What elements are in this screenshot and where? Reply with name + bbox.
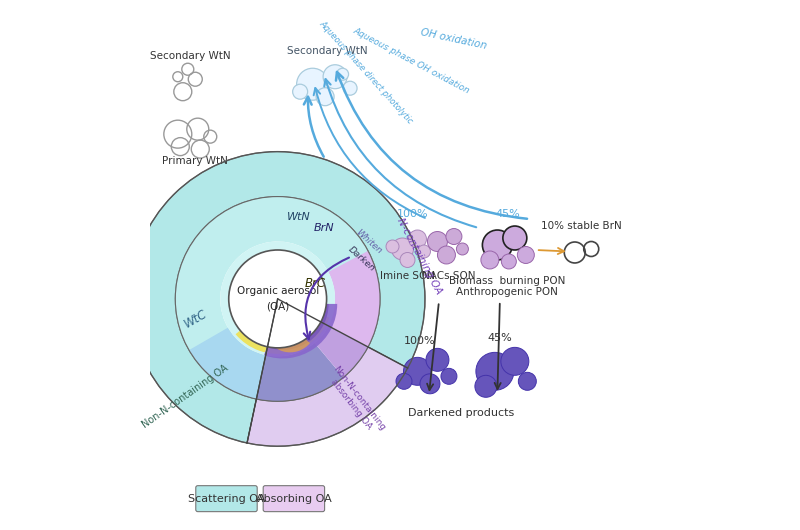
Circle shape — [446, 228, 462, 244]
Text: 10% stable BrN: 10% stable BrN — [541, 221, 622, 231]
Text: Biomass  burning PON: Biomass burning PON — [449, 276, 566, 286]
Text: Non-N-containing OA: Non-N-containing OA — [140, 363, 230, 430]
Text: 45%: 45% — [495, 209, 520, 219]
Wedge shape — [314, 326, 368, 377]
Text: OH oxidation: OH oxidation — [420, 28, 488, 51]
Circle shape — [420, 374, 440, 394]
Circle shape — [457, 243, 469, 255]
Wedge shape — [265, 326, 310, 352]
Circle shape — [229, 250, 326, 348]
Circle shape — [323, 65, 347, 89]
Circle shape — [518, 372, 536, 390]
Circle shape — [501, 347, 529, 375]
Text: WtN: WtN — [286, 211, 310, 222]
Wedge shape — [130, 152, 425, 443]
Text: Whiten: Whiten — [354, 227, 384, 255]
Text: BrN: BrN — [314, 223, 334, 233]
FancyBboxPatch shape — [196, 485, 257, 511]
Wedge shape — [256, 343, 343, 401]
Circle shape — [503, 226, 527, 250]
Wedge shape — [270, 304, 320, 341]
Circle shape — [475, 375, 497, 398]
Wedge shape — [235, 315, 330, 354]
Wedge shape — [328, 251, 380, 347]
Text: Secondary WtN: Secondary WtN — [150, 51, 230, 61]
Circle shape — [476, 352, 514, 390]
Circle shape — [502, 254, 516, 269]
Circle shape — [293, 84, 308, 99]
Circle shape — [418, 245, 430, 258]
Circle shape — [396, 373, 412, 390]
Text: Organic aerosol: Organic aerosol — [237, 286, 318, 296]
Text: Darkened products: Darkened products — [408, 408, 514, 418]
Wedge shape — [189, 328, 266, 399]
Text: WtC: WtC — [182, 307, 209, 331]
Text: BrC: BrC — [305, 277, 326, 290]
Text: Aqueous phase direct photolytic: Aqueous phase direct photolytic — [318, 19, 414, 125]
FancyBboxPatch shape — [263, 485, 325, 511]
Circle shape — [316, 87, 334, 105]
Text: N-containing OA: N-containing OA — [395, 217, 444, 296]
Circle shape — [518, 246, 534, 263]
Text: Non-N-containing
absorbing OA: Non-N-containing absorbing OA — [323, 364, 387, 438]
Wedge shape — [247, 347, 408, 446]
Wedge shape — [220, 242, 335, 355]
Circle shape — [403, 357, 431, 385]
Circle shape — [482, 230, 512, 260]
Circle shape — [337, 68, 349, 80]
Circle shape — [426, 348, 449, 372]
Text: Anthropogenic PON: Anthropogenic PON — [457, 287, 558, 297]
Text: Darken: Darken — [346, 245, 377, 273]
Circle shape — [438, 246, 455, 264]
Text: Imine SON: Imine SON — [380, 271, 435, 281]
Text: 45%: 45% — [487, 333, 512, 343]
Text: 100%: 100% — [397, 209, 428, 219]
Text: (OA): (OA) — [266, 302, 290, 312]
Wedge shape — [271, 326, 305, 346]
Circle shape — [400, 252, 415, 268]
Circle shape — [481, 251, 499, 269]
Wedge shape — [266, 322, 328, 356]
Text: Secondary WtN: Secondary WtN — [287, 46, 368, 56]
Text: Scattering OA: Scattering OA — [188, 493, 265, 503]
Circle shape — [391, 238, 414, 260]
Circle shape — [343, 81, 357, 95]
Circle shape — [427, 232, 447, 252]
Text: NACs SON: NACs SON — [422, 271, 476, 281]
Text: Primary WtN: Primary WtN — [162, 156, 228, 166]
Wedge shape — [175, 197, 380, 399]
Text: Absorbing OA: Absorbing OA — [256, 493, 332, 503]
Text: Aqueous phase OH oxidation: Aqueous phase OH oxidation — [352, 26, 471, 95]
Wedge shape — [264, 304, 338, 358]
Circle shape — [297, 68, 329, 100]
Wedge shape — [267, 304, 329, 350]
Text: 100%: 100% — [404, 336, 436, 346]
Circle shape — [409, 230, 426, 248]
Circle shape — [386, 240, 399, 253]
Circle shape — [441, 368, 457, 384]
